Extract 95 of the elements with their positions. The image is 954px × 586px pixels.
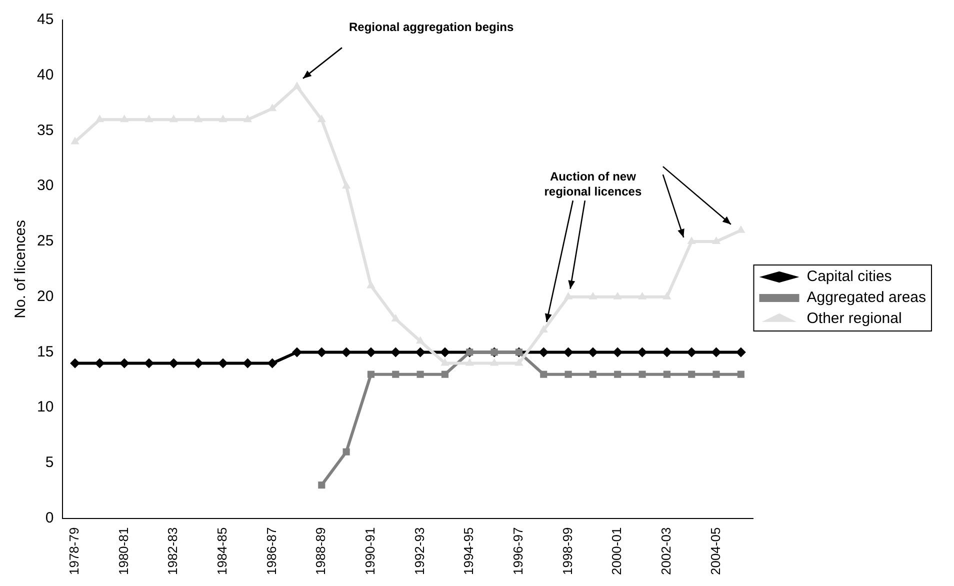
point (588, 347, 598, 358)
x-tick-label: 1998-99 (560, 527, 575, 576)
point (95, 114, 104, 122)
y-tick-label: 40 (36, 66, 54, 84)
point (712, 236, 721, 244)
point (119, 358, 130, 368)
y-tick-label: 45 (36, 11, 54, 28)
point (391, 314, 400, 322)
point (440, 358, 450, 366)
point (614, 370, 622, 378)
point (144, 358, 154, 368)
point (242, 358, 253, 368)
point (292, 81, 302, 89)
x-tick-label: 1978-79 (66, 527, 82, 576)
point (564, 292, 573, 300)
x-tick-label: 2000-01 (609, 527, 624, 576)
point (564, 370, 572, 378)
point (736, 347, 746, 358)
point (390, 347, 401, 358)
x-tick-label: 1986-87 (264, 527, 279, 576)
point (415, 347, 426, 358)
point (316, 347, 327, 358)
y-tick-label: 0 (45, 509, 54, 526)
x-tick-label: 1990-91 (362, 527, 378, 576)
point (540, 370, 548, 378)
y-tick-label: 10 (36, 398, 54, 416)
y-tick-label: 35 (36, 122, 54, 139)
point (194, 114, 203, 122)
y-tick-label: 15 (36, 343, 54, 360)
y-tick-label: 25 (36, 232, 54, 250)
point (589, 370, 596, 378)
point (662, 292, 672, 300)
point (539, 325, 548, 333)
annotation: Auction of new regional licences (544, 170, 642, 199)
legend-label: Aggregated areas (806, 289, 926, 306)
point (70, 136, 80, 144)
point (341, 347, 352, 358)
point (490, 358, 499, 366)
point (563, 347, 574, 358)
y-tick-label: 20 (36, 288, 54, 305)
point (663, 370, 670, 378)
x-tick-label: 1988-89 (313, 527, 328, 576)
point (367, 370, 375, 378)
x-tick-label: 1980-81 (116, 527, 131, 576)
legend-label: Capital cities (806, 268, 892, 286)
point (120, 114, 129, 122)
point (737, 370, 744, 378)
point (613, 292, 622, 300)
point (538, 347, 549, 358)
point (317, 114, 326, 122)
x-tick-label: 2002-03 (658, 527, 674, 576)
x-tick-label: 1996-97 (510, 527, 526, 576)
point (637, 347, 648, 358)
point (688, 370, 696, 378)
point (712, 370, 720, 378)
point (70, 358, 80, 368)
point (267, 358, 278, 368)
point (318, 482, 326, 489)
point (588, 292, 598, 300)
point (514, 358, 524, 366)
point (638, 292, 647, 300)
point (638, 370, 646, 378)
y-tick-label: 30 (36, 177, 54, 194)
point (193, 358, 204, 368)
point (416, 336, 425, 344)
point (366, 347, 376, 358)
point (94, 358, 105, 368)
point (292, 347, 302, 358)
point (342, 448, 350, 456)
x-tick-label: 1984-85 (214, 527, 230, 576)
point (441, 370, 448, 378)
point (662, 347, 672, 358)
point (169, 114, 178, 122)
point (612, 347, 623, 358)
x-tick-label: 2004-05 (708, 527, 723, 576)
point (465, 358, 474, 366)
point (416, 370, 424, 378)
point (687, 236, 696, 244)
legend-label: Other regional (806, 310, 902, 328)
point (440, 347, 450, 358)
x-tick-label: 1992-93 (412, 527, 427, 576)
y-axis-title: No. of licences (12, 220, 30, 318)
point (711, 347, 722, 358)
x-tick-label: 1994-95 (461, 527, 476, 576)
point (218, 358, 228, 368)
point (392, 370, 400, 378)
point (243, 114, 252, 122)
point (686, 347, 697, 358)
annotation: Regional aggregation begins (348, 20, 514, 34)
point (218, 114, 228, 122)
x-tick-label: 1982-83 (165, 527, 180, 576)
point (144, 114, 154, 122)
point (342, 181, 351, 189)
point (168, 358, 179, 368)
y-tick-label: 5 (45, 454, 54, 472)
